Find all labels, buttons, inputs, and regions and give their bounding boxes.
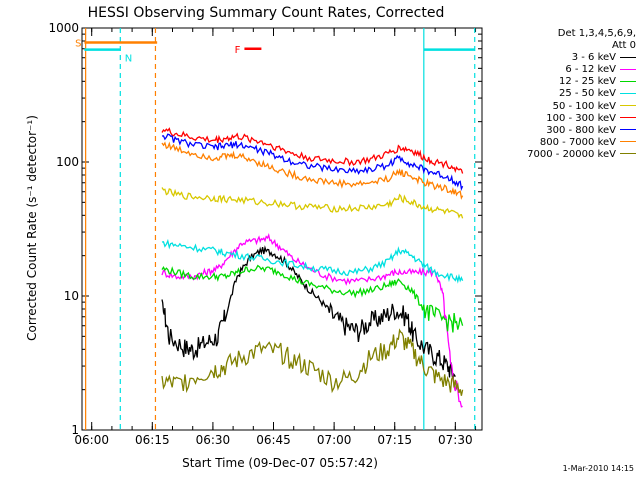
legend-item: 6 - 12 keV: [486, 64, 636, 76]
legend-swatch: [620, 105, 636, 107]
y-axis-label: Corrected Count Rate (s⁻¹ detector⁻¹): [25, 115, 39, 341]
series-line: [161, 127, 464, 174]
y-tick-label: 10: [64, 289, 79, 303]
x-tick-label: 07:30: [438, 433, 473, 447]
y-tick-label: 1: [71, 423, 79, 437]
legend-swatch: [620, 129, 636, 131]
legend-swatch: [620, 141, 636, 143]
flag-label: S: [75, 38, 81, 49]
legend-swatch: [620, 153, 636, 155]
legend-header: Det 1,3,4,5,6,9,: [557, 28, 636, 39]
annotations: S N F: [75, 28, 476, 430]
x-tick-label: 06:00: [74, 433, 109, 447]
legend-label: 100 - 300 keV: [546, 112, 616, 124]
legend-swatch: [620, 92, 636, 94]
flag-label: N: [125, 54, 132, 65]
timestamp: 1-Mar-2010 14:15: [562, 464, 634, 473]
legend-item: 7000 - 20000 keV: [486, 149, 636, 161]
legend-label: 300 - 800 keV: [546, 124, 616, 136]
x-tick-label: 06:15: [135, 433, 170, 447]
legend-header: Att 0: [611, 40, 636, 52]
x-tick-label: 07:15: [377, 433, 412, 447]
flag-label: F: [235, 45, 241, 56]
legend-label: 50 - 100 keV: [552, 100, 616, 112]
plot-frame: [81, 27, 483, 431]
legend-swatch: [620, 80, 636, 82]
legend-label: 6 - 12 keV: [565, 64, 616, 76]
series-line: [161, 264, 464, 333]
x-tick-label: 07:00: [317, 433, 352, 447]
legend-label: 25 - 50 keV: [558, 88, 616, 100]
legend-label: 3 - 6 keV: [571, 52, 616, 64]
series-layer: [161, 127, 464, 408]
legend-item: 25 - 50 keV: [486, 88, 636, 100]
legend-item: 50 - 100 keV: [486, 101, 636, 113]
legend-item: 300 - 800 keV: [486, 125, 636, 137]
legend-item: 3 - 6 keV: [486, 52, 636, 64]
y-tick-label: 1000: [48, 21, 79, 35]
legend-swatch: [620, 56, 636, 58]
series-line: [161, 187, 464, 219]
series-line: [161, 328, 464, 396]
series-line: [161, 232, 463, 408]
x-tick-label: 06:30: [196, 433, 231, 447]
series-line: [161, 245, 456, 380]
chart-title: HESSI Observing Summary Count Rates, Cor…: [88, 5, 445, 21]
x-axis-label: Start Time (09-Dec-07 05:57:42): [182, 456, 378, 470]
legend-label: 12 - 25 keV: [558, 76, 616, 88]
legend-label: 800 - 7000 keV: [539, 136, 616, 148]
legend-label: 7000 - 20000 keV: [527, 148, 616, 160]
legend-item: 100 - 300 keV: [486, 113, 636, 125]
series-line: [161, 133, 464, 192]
series-line: [161, 141, 464, 200]
series-line: [161, 238, 464, 284]
axes: 1 10 100 1000 06:00 06:15 06:30 06:45 07:00 07:15…: [48, 21, 483, 447]
legend-item: 800 - 7000 keV: [486, 137, 636, 149]
y-tick-label: 100: [56, 155, 79, 169]
legend-swatch: [620, 117, 636, 119]
legend-item: 12 - 25 keV: [486, 76, 636, 88]
x-tick-label: 06:45: [256, 433, 291, 447]
legend-swatch: [620, 68, 636, 70]
